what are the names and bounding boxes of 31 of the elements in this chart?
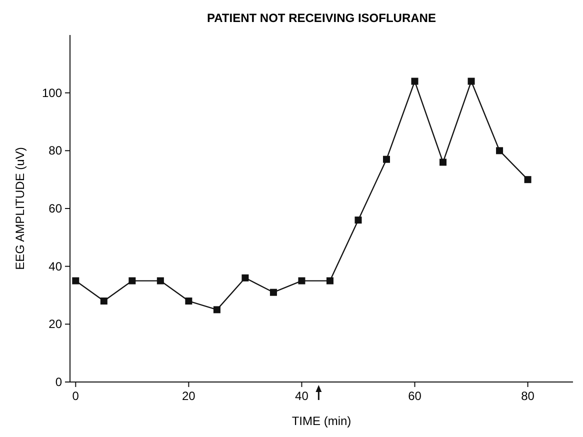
point bbox=[156, 277, 164, 284]
point bbox=[496, 147, 504, 154]
point bbox=[185, 298, 192, 305]
x-tick-label: 80 bbox=[521, 389, 535, 403]
chart-title: PATIENT NOT RECEIVING ISOFLURANE bbox=[207, 11, 436, 25]
x-tick-label: 20 bbox=[182, 389, 196, 403]
point bbox=[270, 288, 277, 296]
point bbox=[524, 176, 532, 184]
x-tick-label: 40 bbox=[295, 389, 309, 403]
y-axis-title: EEG AMPLITUDE (uV) bbox=[13, 147, 27, 270]
point bbox=[382, 156, 390, 163]
point bbox=[411, 78, 418, 85]
point bbox=[213, 306, 220, 314]
y-tick-label: 100 bbox=[42, 86, 62, 100]
point bbox=[242, 274, 249, 282]
x-tick-label: 0 bbox=[72, 389, 80, 403]
point bbox=[326, 277, 334, 284]
point bbox=[72, 277, 80, 284]
y-tick-label: 60 bbox=[48, 202, 62, 216]
y-tick-label: 40 bbox=[48, 259, 62, 274]
y-tick-label: 80 bbox=[48, 144, 62, 158]
x-tick-label: 60 bbox=[408, 389, 422, 403]
point bbox=[100, 298, 108, 305]
point bbox=[440, 158, 447, 166]
y-tick-label: 20 bbox=[48, 317, 62, 332]
x-axis-title: TIME (min) bbox=[292, 414, 352, 428]
point bbox=[354, 216, 362, 224]
point bbox=[468, 78, 475, 85]
y-tick-label: 0 bbox=[55, 375, 62, 389]
point bbox=[298, 277, 306, 284]
point bbox=[128, 277, 136, 284]
